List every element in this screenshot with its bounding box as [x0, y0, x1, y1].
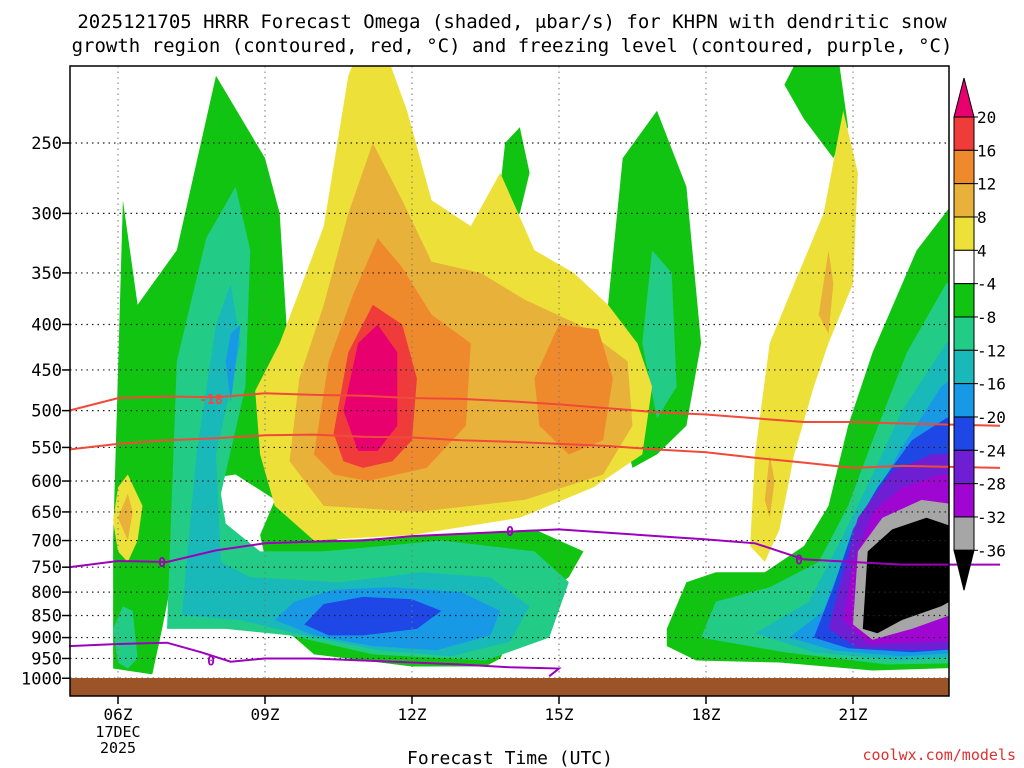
colorbar-label-8: -16	[977, 375, 1006, 394]
omega-region-warm-magenta	[343, 324, 398, 451]
contour-label-freezing-level-lower-0-c: 0	[207, 654, 215, 669]
omega-region-right-yellow-column	[750, 110, 858, 563]
colorbar-label-13: -36	[977, 541, 1006, 560]
contour-lines: -18 0 0 0 0	[68, 392, 1001, 678]
y-tick-label-900: 900	[31, 629, 62, 649]
colorbar-label-5: -4	[977, 275, 996, 294]
chart-title-line-1: 2025121705 HRRR Forecast Omega (shaded, …	[77, 11, 947, 33]
y-tick-label-650: 650	[31, 503, 62, 523]
colorbar: 20 16 12 8 4 -4 -8 -12 -16 -20 -24 -28 -32 -36	[953, 77, 1006, 591]
colorbar-segment-4	[953, 216, 975, 251]
x-axis-label: Forecast Time (UTC)	[407, 748, 613, 768]
omega-shaded-regions	[113, 66, 949, 675]
omega-region-right-mid-cyan	[642, 250, 677, 419]
x-tick-label-21Z: 21Z	[839, 705, 868, 724]
colorbar-segment-13	[953, 516, 975, 551]
y-tick-label-250: 250	[31, 134, 62, 154]
ground-surface	[70, 678, 949, 696]
omega-region-right-yellow-amber	[818, 250, 834, 334]
x-tick-date: 17DEC	[95, 723, 140, 741]
plot-frame	[69, 65, 950, 697]
colorbar-label-4: 4	[977, 241, 987, 260]
y-tick-label-700: 700	[31, 532, 62, 552]
y-tick-label-750: 750	[31, 558, 62, 578]
contour-label-freezing-level-0-c-marker-2: 0	[506, 525, 514, 540]
plot-area: -18 0 0 0 0	[68, 65, 1001, 697]
colorbar-label-0: 20	[977, 108, 996, 127]
contour-freezing-level-0-c	[68, 528, 1000, 569]
colorbar-label-2: 12	[977, 175, 996, 194]
grid-lines	[70, 66, 949, 679]
y-tick-label-400: 400	[31, 315, 62, 335]
omega-region-top-right-green-blob	[784, 66, 849, 159]
colorbar-segment-2	[953, 149, 975, 185]
omega-region-low-level-deep-blue	[304, 596, 442, 636]
omega-region-right-yellow-amber-low	[764, 454, 775, 518]
colorbar-segment-1	[953, 116, 975, 151]
colorbar-label-1: 16	[977, 141, 996, 160]
y-tick-label-500: 500	[31, 402, 62, 422]
x-tick-label-15Z: 15Z	[545, 705, 574, 724]
x-tick-label-12Z: 12Z	[398, 705, 427, 724]
contour-label-freezing-level-0-c-marker-3: 0	[795, 553, 803, 568]
colorbar-label-9: -20	[977, 408, 1006, 427]
colorbar-segment-8	[953, 349, 975, 385]
credit-text: coolwx.com/models	[862, 746, 1016, 764]
colorbar-segment-11	[953, 449, 975, 485]
x-tick-label-09Z: 09Z	[251, 705, 280, 724]
colorbar-label-11: -28	[977, 475, 1006, 494]
y-tick-label-950: 950	[31, 649, 62, 669]
colorbar-segment-9	[953, 383, 975, 418]
colorbar-bottom-arrow	[953, 549, 975, 591]
omega-regions-clipped	[113, 66, 949, 675]
omega-region-low-level-blue	[225, 324, 241, 403]
y-tick-label-600: 600	[31, 472, 62, 492]
y-tick-label-450: 450	[31, 361, 62, 381]
colorbar-label-6: -8	[977, 308, 996, 327]
y-tick-label-800: 800	[31, 583, 62, 603]
colorbar-label-3: 8	[977, 208, 987, 227]
x-tick-year: 2025	[100, 739, 136, 757]
colorbar-segment-3	[953, 183, 975, 218]
x-tick-label-06Z: 06Z	[104, 705, 133, 724]
colorbar-segment-5	[953, 249, 975, 285]
colorbar-segment-7	[953, 316, 975, 351]
contour-dendritic-lower-12-c	[68, 433, 1001, 469]
omega-region-right-warm-orange	[534, 324, 613, 455]
contour-dendritic-upper-18-c	[68, 392, 1001, 427]
omega-region-right-black-core	[862, 517, 949, 634]
chart-title-line-2: growth region (contoured, red, °C) and f…	[72, 35, 953, 57]
y-tick-label-1000: 1000	[21, 669, 62, 689]
colorbar-segment-10	[953, 416, 975, 451]
colorbar-label-7: -12	[977, 341, 1006, 360]
contour-label-dendritic-upper-18-c: -18	[199, 393, 223, 408]
y-tick-label-850: 850	[31, 607, 62, 627]
y-axis: 2503003504004505005506006507007508008509…	[21, 134, 70, 689]
omega-region-small-left-amber	[118, 493, 133, 541]
colorbar-label-12: -32	[977, 508, 1006, 527]
colorbar-segment-12	[953, 483, 975, 518]
contour-freezing-level-lower-0-c	[68, 641, 562, 678]
colorbar-segment-6	[953, 283, 975, 318]
contour-label-freezing-level-0-c: 0	[158, 556, 166, 571]
y-tick-label-300: 300	[31, 204, 62, 224]
colorbar-label-10: -24	[977, 441, 1006, 460]
x-tick-label-18Z: 18Z	[692, 705, 721, 724]
y-tick-label-350: 350	[31, 264, 62, 284]
y-tick-label-550: 550	[31, 438, 62, 458]
